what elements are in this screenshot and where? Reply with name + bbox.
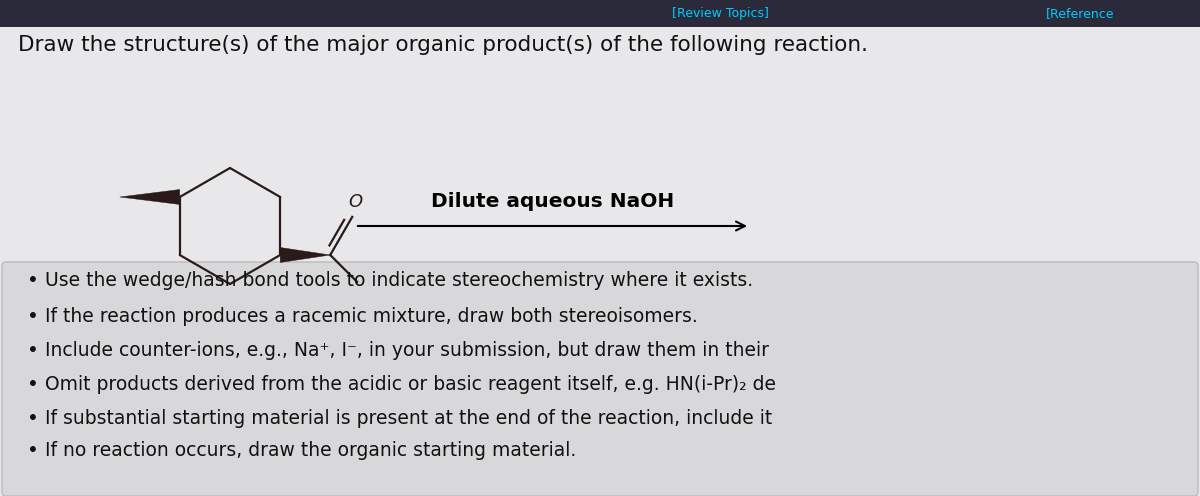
Text: •: • <box>28 409 38 428</box>
Bar <box>0 0 1200 27</box>
Text: Omit products derived from the acidic or basic reagent itself, e.g. HN(i-Pr)₂ de: Omit products derived from the acidic or… <box>46 374 776 393</box>
Text: Dilute aqueous NaOH: Dilute aqueous NaOH <box>431 192 674 211</box>
Text: •: • <box>28 307 38 325</box>
Polygon shape <box>281 248 330 262</box>
Text: [Review Topics]: [Review Topics] <box>672 7 768 20</box>
Text: Include counter-ions, e.g., Na⁺, I⁻, in your submission, but draw them in their: Include counter-ions, e.g., Na⁺, I⁻, in … <box>46 340 769 360</box>
Text: •: • <box>28 340 38 360</box>
Text: Use the wedge/hash bond tools to indicate stereochemistry where it exists.: Use the wedge/hash bond tools to indicat… <box>46 271 754 291</box>
Text: If the reaction produces a racemic mixture, draw both stereoisomers.: If the reaction produces a racemic mixtu… <box>46 307 697 325</box>
Text: •: • <box>28 374 38 393</box>
Text: •: • <box>28 441 38 460</box>
Text: [Reference: [Reference <box>1045 7 1115 20</box>
Text: Draw the structure(s) of the major organic product(s) of the following reaction.: Draw the structure(s) of the major organ… <box>18 35 868 55</box>
Text: If no reaction occurs, draw the organic starting material.: If no reaction occurs, draw the organic … <box>46 441 576 460</box>
FancyBboxPatch shape <box>2 262 1198 496</box>
Text: •: • <box>28 271 38 291</box>
Text: O: O <box>348 193 362 211</box>
Polygon shape <box>120 189 180 204</box>
Text: If substantial starting material is present at the end of the reaction, include : If substantial starting material is pres… <box>46 409 773 428</box>
